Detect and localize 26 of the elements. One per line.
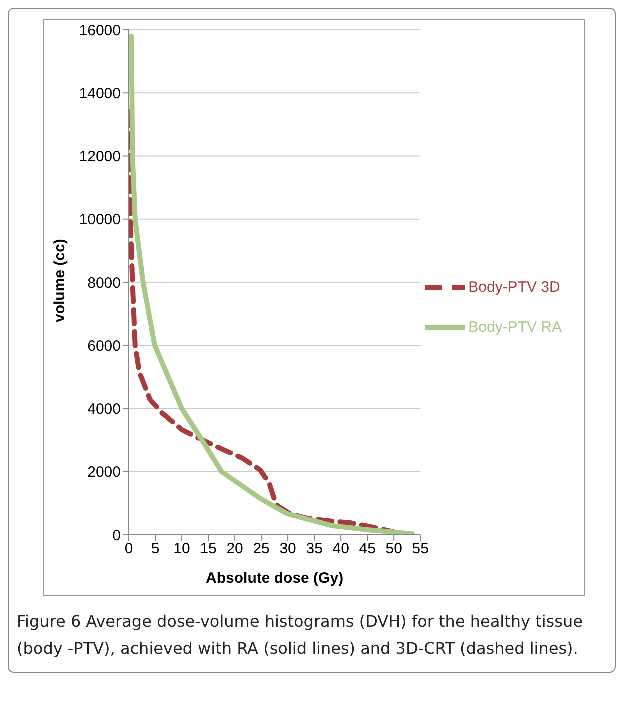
y-tick-label: 2000	[88, 464, 121, 482]
y-tick-label: 16000	[79, 22, 121, 40]
y-axis-title: volume (cc)	[51, 239, 68, 322]
y-tick-label: 0	[112, 527, 121, 544]
y-tick-label: 10000	[79, 212, 121, 229]
y-tick-label: 14000	[79, 85, 121, 102]
caption: Figure 6 Average dose-volume histograms (DVH) for the healthy tissue (body -PTV), achieved with RA (solid lines) and 3D-CRT (dashed lines).	[17, 611, 584, 660]
x-tick-label: 45	[359, 540, 376, 558]
x-tick-label: 20	[226, 540, 244, 558]
x-tick-label: 55	[412, 540, 429, 558]
x-tick-label: 15	[200, 540, 217, 558]
y-tick-label: 8000	[88, 274, 121, 292]
x-axis-title: Absolute dose (Gy)	[206, 570, 344, 587]
y-tick-label: 4000	[88, 401, 121, 418]
legend-label: Body-PTV RA	[468, 318, 562, 336]
x-tick-label: 10	[174, 540, 190, 558]
x-tick-label: 5	[151, 540, 160, 558]
x-tick-label: 30	[280, 540, 296, 558]
x-tick-label: 25	[253, 540, 270, 558]
y-tick-label: 6000	[88, 338, 121, 355]
legend-label: Body-PTV 3D	[468, 278, 560, 296]
x-tick-label: 35	[306, 540, 323, 558]
x-tick-label: 0	[124, 540, 134, 558]
y-tick-label: 12000	[79, 148, 121, 166]
x-tick-label: 40	[332, 540, 350, 558]
x-tick-label: 50	[386, 540, 402, 558]
